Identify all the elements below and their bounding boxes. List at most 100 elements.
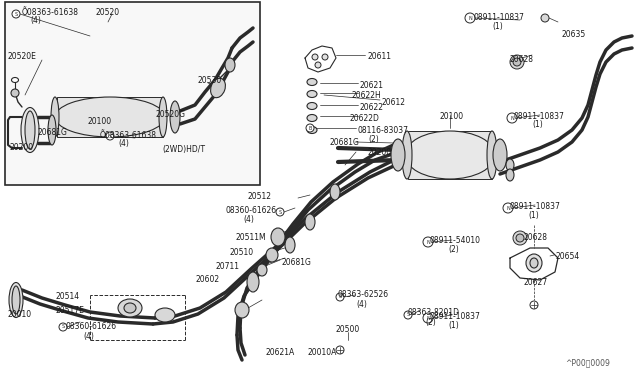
Ellipse shape bbox=[285, 237, 295, 253]
Circle shape bbox=[336, 293, 344, 301]
Text: 20100: 20100 bbox=[440, 112, 464, 121]
Text: (4): (4) bbox=[118, 139, 129, 148]
Text: S: S bbox=[15, 12, 17, 16]
Ellipse shape bbox=[257, 264, 267, 276]
Text: S: S bbox=[278, 209, 282, 215]
Circle shape bbox=[423, 313, 433, 323]
Text: 20654: 20654 bbox=[555, 252, 579, 261]
Text: (1): (1) bbox=[532, 120, 543, 129]
Text: (4): (4) bbox=[356, 300, 367, 309]
Ellipse shape bbox=[271, 228, 285, 246]
Circle shape bbox=[106, 132, 114, 140]
Ellipse shape bbox=[9, 282, 23, 317]
Text: (1): (1) bbox=[448, 321, 459, 330]
Circle shape bbox=[423, 237, 433, 247]
Text: N: N bbox=[506, 205, 510, 211]
Ellipse shape bbox=[11, 89, 19, 97]
Text: 08363-8201D: 08363-8201D bbox=[408, 308, 460, 317]
Text: 20100: 20100 bbox=[88, 117, 112, 126]
Bar bbox=[57, 97, 163, 137]
Circle shape bbox=[503, 203, 513, 213]
Ellipse shape bbox=[493, 139, 507, 171]
Ellipse shape bbox=[247, 272, 259, 292]
Ellipse shape bbox=[211, 78, 225, 98]
Text: 20621A: 20621A bbox=[265, 348, 294, 357]
Circle shape bbox=[516, 234, 524, 242]
Text: 20520E: 20520E bbox=[8, 52, 37, 61]
Text: S: S bbox=[61, 324, 65, 330]
Bar bbox=[5, 2, 260, 185]
Circle shape bbox=[12, 10, 20, 18]
Circle shape bbox=[541, 14, 549, 22]
Text: 20520G: 20520G bbox=[155, 110, 185, 119]
Text: 20622: 20622 bbox=[360, 103, 384, 112]
Ellipse shape bbox=[235, 302, 249, 318]
Text: 20517E: 20517E bbox=[55, 306, 84, 315]
Ellipse shape bbox=[391, 139, 405, 171]
Text: 20530: 20530 bbox=[198, 76, 222, 85]
Text: N: N bbox=[426, 315, 430, 321]
Text: 08363-62526: 08363-62526 bbox=[338, 290, 389, 299]
Text: 08911-10837: 08911-10837 bbox=[474, 13, 525, 22]
Text: B: B bbox=[308, 125, 312, 131]
Circle shape bbox=[315, 62, 321, 68]
Text: 20611: 20611 bbox=[367, 52, 391, 61]
Text: 08911-10837: 08911-10837 bbox=[510, 202, 561, 211]
Text: 20510: 20510 bbox=[230, 248, 254, 257]
Ellipse shape bbox=[55, 97, 165, 137]
Text: 20681G: 20681G bbox=[330, 138, 360, 147]
Text: 20681G: 20681G bbox=[38, 128, 68, 137]
Text: S: S bbox=[108, 134, 111, 138]
Text: S: S bbox=[406, 312, 410, 317]
Text: 08360-61626: 08360-61626 bbox=[66, 322, 117, 331]
Text: (2): (2) bbox=[425, 318, 436, 327]
Text: 08911-10837: 08911-10837 bbox=[514, 112, 565, 121]
Ellipse shape bbox=[305, 214, 315, 230]
Ellipse shape bbox=[526, 254, 542, 272]
Circle shape bbox=[513, 58, 521, 66]
Text: 08911-54010: 08911-54010 bbox=[430, 236, 481, 245]
Text: S: S bbox=[339, 295, 342, 299]
Text: ^P00〱0009: ^P00〱0009 bbox=[565, 358, 610, 367]
Ellipse shape bbox=[170, 101, 180, 133]
Text: 20627: 20627 bbox=[524, 278, 548, 287]
Ellipse shape bbox=[307, 115, 317, 122]
Ellipse shape bbox=[330, 184, 340, 200]
Ellipse shape bbox=[124, 303, 136, 313]
Ellipse shape bbox=[48, 115, 56, 145]
Text: 20511M: 20511M bbox=[235, 233, 266, 242]
Circle shape bbox=[465, 13, 475, 23]
Text: (2WD)HD/T: (2WD)HD/T bbox=[162, 145, 205, 154]
Text: 20500: 20500 bbox=[335, 325, 359, 334]
Text: (1): (1) bbox=[492, 22, 503, 31]
Text: 08116-83037: 08116-83037 bbox=[358, 126, 409, 135]
Text: (4): (4) bbox=[243, 215, 254, 224]
Ellipse shape bbox=[225, 58, 235, 72]
Ellipse shape bbox=[402, 131, 412, 179]
Circle shape bbox=[312, 54, 318, 60]
Text: 20681G: 20681G bbox=[282, 258, 312, 267]
Text: 08911-10837: 08911-10837 bbox=[430, 312, 481, 321]
Ellipse shape bbox=[530, 258, 538, 268]
Ellipse shape bbox=[12, 77, 19, 83]
Ellipse shape bbox=[307, 103, 317, 109]
Text: 20602: 20602 bbox=[195, 275, 219, 284]
Text: (2): (2) bbox=[368, 135, 379, 144]
Text: 20200: 20200 bbox=[10, 143, 34, 152]
Ellipse shape bbox=[405, 131, 495, 179]
Ellipse shape bbox=[155, 308, 175, 322]
Text: 20010: 20010 bbox=[8, 310, 32, 319]
Ellipse shape bbox=[12, 286, 20, 314]
Circle shape bbox=[306, 124, 314, 132]
Text: 20520: 20520 bbox=[95, 8, 119, 17]
Ellipse shape bbox=[118, 299, 142, 317]
Text: (2): (2) bbox=[448, 245, 459, 254]
Text: (1): (1) bbox=[528, 211, 539, 220]
Ellipse shape bbox=[506, 169, 514, 181]
Ellipse shape bbox=[21, 108, 39, 153]
Text: Õ08363-61638: Õ08363-61638 bbox=[100, 131, 157, 140]
Circle shape bbox=[322, 54, 328, 60]
Text: 20512: 20512 bbox=[248, 192, 272, 201]
Text: N: N bbox=[468, 16, 472, 20]
Circle shape bbox=[336, 346, 344, 354]
